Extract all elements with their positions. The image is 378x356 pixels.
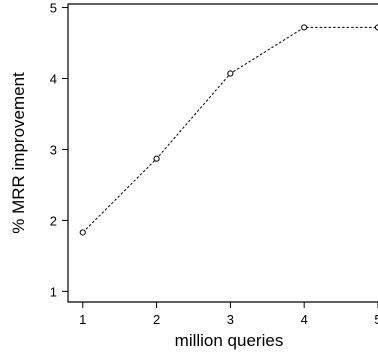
y-tick-label: 5 [50, 1, 57, 16]
x-tick-label: 2 [153, 312, 160, 327]
y-tick-label: 3 [50, 142, 57, 157]
y-tick-label: 2 [50, 213, 57, 228]
x-tick-label: 3 [227, 312, 234, 327]
x-tick-label: 5 [374, 312, 378, 327]
x-axis-title: million queries [175, 331, 284, 350]
plot-frame [67, 3, 378, 303]
y-tick-label: 4 [50, 72, 57, 87]
data-point [153, 155, 160, 162]
data-point [227, 70, 234, 77]
x-tick-label: 4 [301, 312, 308, 327]
y-axis-title: % MRR improvement [9, 72, 28, 234]
y-tick-label: 1 [50, 284, 57, 299]
data-point [301, 24, 308, 31]
data-point [79, 229, 86, 236]
x-tick-label: 1 [79, 312, 86, 327]
series-line [82, 26, 378, 233]
